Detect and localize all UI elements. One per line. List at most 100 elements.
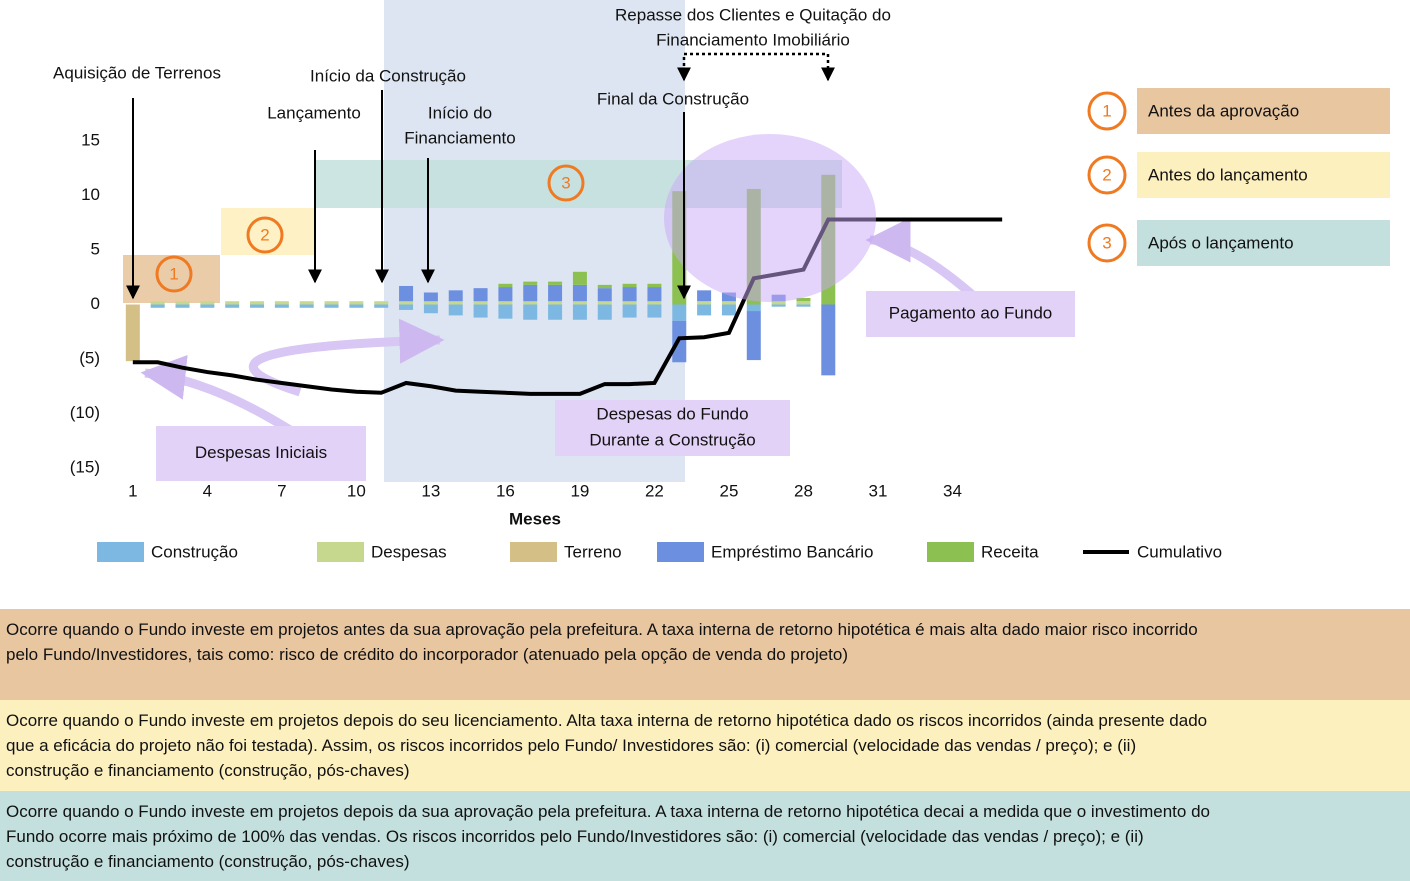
- bar-segment: [473, 304, 488, 318]
- bar-segment: [200, 304, 215, 308]
- bar-segment: [622, 287, 637, 302]
- bar-segment: [473, 301, 488, 305]
- bar-segment: [572, 284, 587, 302]
- description-line: Ocorre quando o Fundo investe em projeto…: [6, 711, 1208, 730]
- bar-segment: [250, 301, 265, 305]
- x-axis-title: Meses: [509, 509, 561, 528]
- phase-legend-box: [1137, 88, 1390, 134]
- legend-label: Empréstimo Bancário: [711, 542, 874, 561]
- bar-segment: [498, 304, 513, 319]
- bar-segment: [274, 301, 289, 305]
- bar-segment: [523, 304, 538, 320]
- y-tick-label: 0: [91, 294, 100, 313]
- legend-label: Cumulativo: [1137, 542, 1222, 561]
- y-tick-label: (5): [79, 348, 100, 367]
- bar-segment: [647, 304, 662, 318]
- bar-segment: [647, 287, 662, 302]
- bar-segment: [697, 301, 712, 305]
- y-tick-label: 15: [81, 130, 100, 149]
- description-line: Ocorre quando o Fundo investe em projeto…: [6, 802, 1210, 821]
- description-line: construção e financiamento (construção, …: [6, 761, 410, 780]
- phase-number: 1: [169, 264, 178, 283]
- bar-segment: [746, 311, 761, 361]
- x-tick-label: 16: [496, 481, 515, 500]
- bar-segment: [399, 304, 414, 310]
- description-panel: Ocorre quando o Fundo investe em projeto…: [0, 791, 1410, 881]
- bar-segment: [150, 301, 165, 305]
- bar-segment: [299, 304, 314, 308]
- x-tick-label: 19: [570, 481, 589, 500]
- bar-segment: [324, 304, 339, 308]
- callout-box: [156, 426, 366, 481]
- bar-segment: [821, 304, 836, 376]
- bar-segment: [125, 304, 140, 362]
- bar-segment: [349, 301, 364, 305]
- phase-legend-box: [1137, 220, 1390, 266]
- bar-segment: [622, 304, 637, 318]
- phase-legend-number: 1: [1102, 101, 1111, 120]
- bar-segment: [796, 301, 811, 305]
- bar-segment: [771, 304, 786, 307]
- legend-label: Despesas: [371, 542, 447, 561]
- bar-segment: [647, 301, 662, 305]
- description-line: construção e financiamento (construção, …: [6, 852, 410, 871]
- annotation: Lançamento: [267, 103, 361, 122]
- bar-segment: [622, 283, 637, 288]
- description-line: Ocorre quando o Fundo investe em projeto…: [6, 620, 1198, 639]
- callout-box: [866, 291, 1075, 337]
- description-line: pelo Fundo/Investidores, tais como: risc…: [6, 645, 849, 664]
- x-tick-label: 7: [277, 481, 286, 500]
- phase-legend-marker: [1087, 91, 1127, 131]
- bar-segment: [175, 304, 190, 308]
- pointer-arrow: [140, 354, 293, 434]
- x-tick-label: 22: [645, 481, 664, 500]
- bar-segment: [274, 304, 289, 308]
- phase-marker: [547, 164, 585, 202]
- x-tick-label: 34: [943, 481, 962, 500]
- bar-segment: [572, 304, 587, 320]
- bar-segment: [225, 301, 240, 305]
- bar-segment: [250, 304, 265, 308]
- bar-segment: [697, 304, 712, 316]
- bar-segment: [721, 292, 736, 302]
- bar-segment: [399, 301, 414, 305]
- legend-label: Terreno: [564, 542, 622, 561]
- phase-legend-number: 3: [1102, 233, 1111, 252]
- bar-segment: [721, 301, 736, 305]
- annotation: Final da Construção: [597, 89, 749, 108]
- bar-segment: [200, 301, 215, 305]
- y-tick-label: 5: [91, 239, 100, 258]
- annotation: Financiamento: [404, 128, 516, 147]
- phase-marker: [155, 255, 193, 293]
- bar-segment: [423, 292, 438, 302]
- description-panel: Ocorre quando o Fundo investe em projeto…: [0, 700, 1410, 791]
- callout-box: [555, 400, 790, 456]
- bar-segment: [572, 271, 587, 285]
- phase-legend-label: Antes da aprovação: [1148, 101, 1299, 120]
- bar-segment: [597, 304, 612, 320]
- annotation: Aquisição de Terrenos: [53, 63, 221, 82]
- bar-segment: [374, 304, 389, 308]
- phase-legend-box: [1137, 152, 1390, 198]
- bar-segment: [374, 301, 389, 305]
- phase-region: [221, 208, 315, 255]
- phase-legend-label: Após o lançamento: [1148, 233, 1294, 252]
- bar-segment: [448, 301, 463, 305]
- x-tick-label: 4: [203, 481, 212, 500]
- phase-number: 3: [561, 173, 570, 192]
- bar-segment: [796, 297, 811, 302]
- annotation: Repasse dos Clientes e Quitação do: [615, 5, 891, 24]
- bar-segment: [399, 285, 414, 302]
- bar-segment: [746, 304, 761, 312]
- bar-segment: [771, 301, 786, 305]
- bar-segment: [548, 284, 563, 302]
- bar-segment: [672, 304, 687, 321]
- x-tick-label: 25: [719, 481, 738, 500]
- bar-segment: [299, 301, 314, 305]
- bar-segment: [697, 290, 712, 302]
- bar-segment: [721, 304, 736, 316]
- bar-segment: [150, 304, 165, 308]
- x-tick-label: 1: [128, 481, 137, 500]
- legend-label: Construção: [151, 542, 238, 561]
- bar-segment: [448, 290, 463, 302]
